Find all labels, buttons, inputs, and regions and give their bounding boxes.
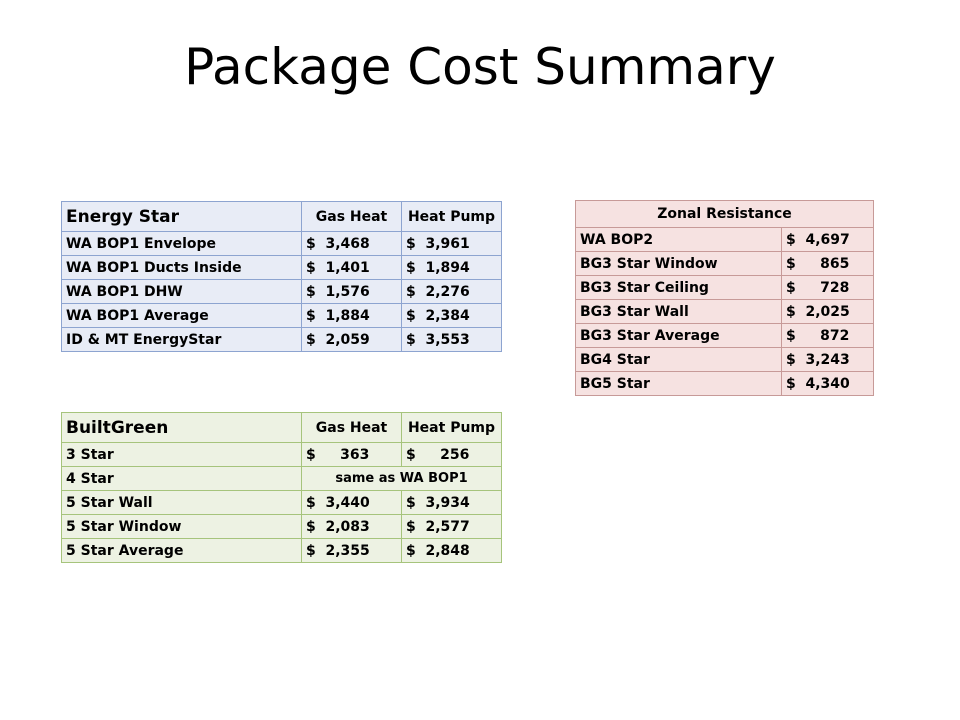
table-row: WA BOP1 DHW $ 1,576 $ 2,276 <box>61 279 502 304</box>
gas-heat-cost: $ 2,083 <box>301 514 402 539</box>
row-label: BG5 Star <box>575 371 782 396</box>
cost-value: $ 872 <box>781 323 874 348</box>
gas-heat-cost: $ 2,059 <box>301 327 402 352</box>
row-label: 3 Star <box>61 442 302 467</box>
table-row: 5 Star Window $ 2,083 $ 2,577 <box>61 514 502 539</box>
row-label: ID & MT EnergyStar <box>61 327 302 352</box>
row-label: BG3 Star Average <box>575 323 782 348</box>
row-label: BG3 Star Wall <box>575 299 782 324</box>
gas-heat-cost: $ 1,401 <box>301 255 402 280</box>
heat-pump-cost: $ 2,384 <box>401 303 502 328</box>
row-label: 5 Star Wall <box>61 490 302 515</box>
heat-pump-cost: $ 3,553 <box>401 327 502 352</box>
gas-heat-cost: $ 363 <box>301 442 402 467</box>
table-row: 3 Star $ 363 $ 256 <box>61 442 502 467</box>
column-header-heat-pump: Heat Pump <box>401 201 502 232</box>
builtgreen-table: BuiltGreen Gas Heat Heat Pump 3 Star $ 3… <box>61 412 502 563</box>
cost-value: $ 4,697 <box>781 227 874 252</box>
column-header-gas-heat: Gas Heat <box>301 201 402 232</box>
row-label: BG3 Star Ceiling <box>575 275 782 300</box>
gas-heat-cost: $ 1,576 <box>301 279 402 304</box>
heat-pump-cost: $ 2,577 <box>401 514 502 539</box>
table-row: WA BOP2 $ 4,697 <box>575 227 874 252</box>
table-header-row: BuiltGreen Gas Heat Heat Pump <box>61 412 502 443</box>
table-header-row: Zonal Resistance <box>575 200 874 228</box>
table-row: WA BOP1 Ducts Inside $ 1,401 $ 1,894 <box>61 255 502 280</box>
table-row: WA BOP1 Average $ 1,884 $ 2,384 <box>61 303 502 328</box>
row-label: 5 Star Window <box>61 514 302 539</box>
energy-star-table: Energy Star Gas Heat Heat Pump WA BOP1 E… <box>61 201 502 352</box>
row-label: BG4 Star <box>575 347 782 372</box>
gas-heat-cost: $ 1,884 <box>301 303 402 328</box>
heat-pump-cost: $ 3,934 <box>401 490 502 515</box>
heat-pump-cost: $ 256 <box>401 442 502 467</box>
heat-pump-cost: $ 2,848 <box>401 538 502 563</box>
row-label: BG3 Star Window <box>575 251 782 276</box>
row-label: WA BOP1 DHW <box>61 279 302 304</box>
table-row: 4 Star same as WA BOP1 <box>61 466 502 491</box>
cost-value: $ 2,025 <box>781 299 874 324</box>
table-title: BuiltGreen <box>61 412 302 443</box>
heat-pump-cost: $ 3,961 <box>401 231 502 256</box>
table-row: BG4 Star $ 3,243 <box>575 347 874 372</box>
table-row: 5 Star Average $ 2,355 $ 2,848 <box>61 538 502 563</box>
row-label: WA BOP2 <box>575 227 782 252</box>
gas-heat-cost: $ 3,468 <box>301 231 402 256</box>
gas-heat-cost: $ 3,440 <box>301 490 402 515</box>
row-label: 4 Star <box>61 466 302 491</box>
cost-value: $ 4,340 <box>781 371 874 396</box>
cost-value: $ 728 <box>781 275 874 300</box>
table-header-row: Energy Star Gas Heat Heat Pump <box>61 201 502 232</box>
cost-value: $ 865 <box>781 251 874 276</box>
table-row: ID & MT EnergyStar $ 2,059 $ 3,553 <box>61 327 502 352</box>
slide-title: Package Cost Summary <box>184 38 776 96</box>
heat-pump-cost: $ 1,894 <box>401 255 502 280</box>
table-row: BG3 Star Ceiling $ 728 <box>575 275 874 300</box>
cost-value: $ 3,243 <box>781 347 874 372</box>
table-row: BG3 Star Average $ 872 <box>575 323 874 348</box>
row-label: WA BOP1 Envelope <box>61 231 302 256</box>
row-label: WA BOP1 Average <box>61 303 302 328</box>
row-label: 5 Star Average <box>61 538 302 563</box>
zonal-resistance-table: Zonal Resistance WA BOP2 $ 4,697 BG3 Sta… <box>575 200 874 396</box>
table-row: BG3 Star Window $ 865 <box>575 251 874 276</box>
table-row: BG3 Star Wall $ 2,025 <box>575 299 874 324</box>
gas-heat-cost: $ 2,355 <box>301 538 402 563</box>
row-label: WA BOP1 Ducts Inside <box>61 255 302 280</box>
column-header-heat-pump: Heat Pump <box>401 412 502 443</box>
table-row: BG5 Star $ 4,340 <box>575 371 874 396</box>
table-row: WA BOP1 Envelope $ 3,468 $ 3,961 <box>61 231 502 256</box>
table-row: 5 Star Wall $ 3,440 $ 3,934 <box>61 490 502 515</box>
merged-cost-note: same as WA BOP1 <box>301 466 502 491</box>
heat-pump-cost: $ 2,276 <box>401 279 502 304</box>
table-title: Zonal Resistance <box>575 200 874 228</box>
table-title: Energy Star <box>61 201 302 232</box>
column-header-gas-heat: Gas Heat <box>301 412 402 443</box>
